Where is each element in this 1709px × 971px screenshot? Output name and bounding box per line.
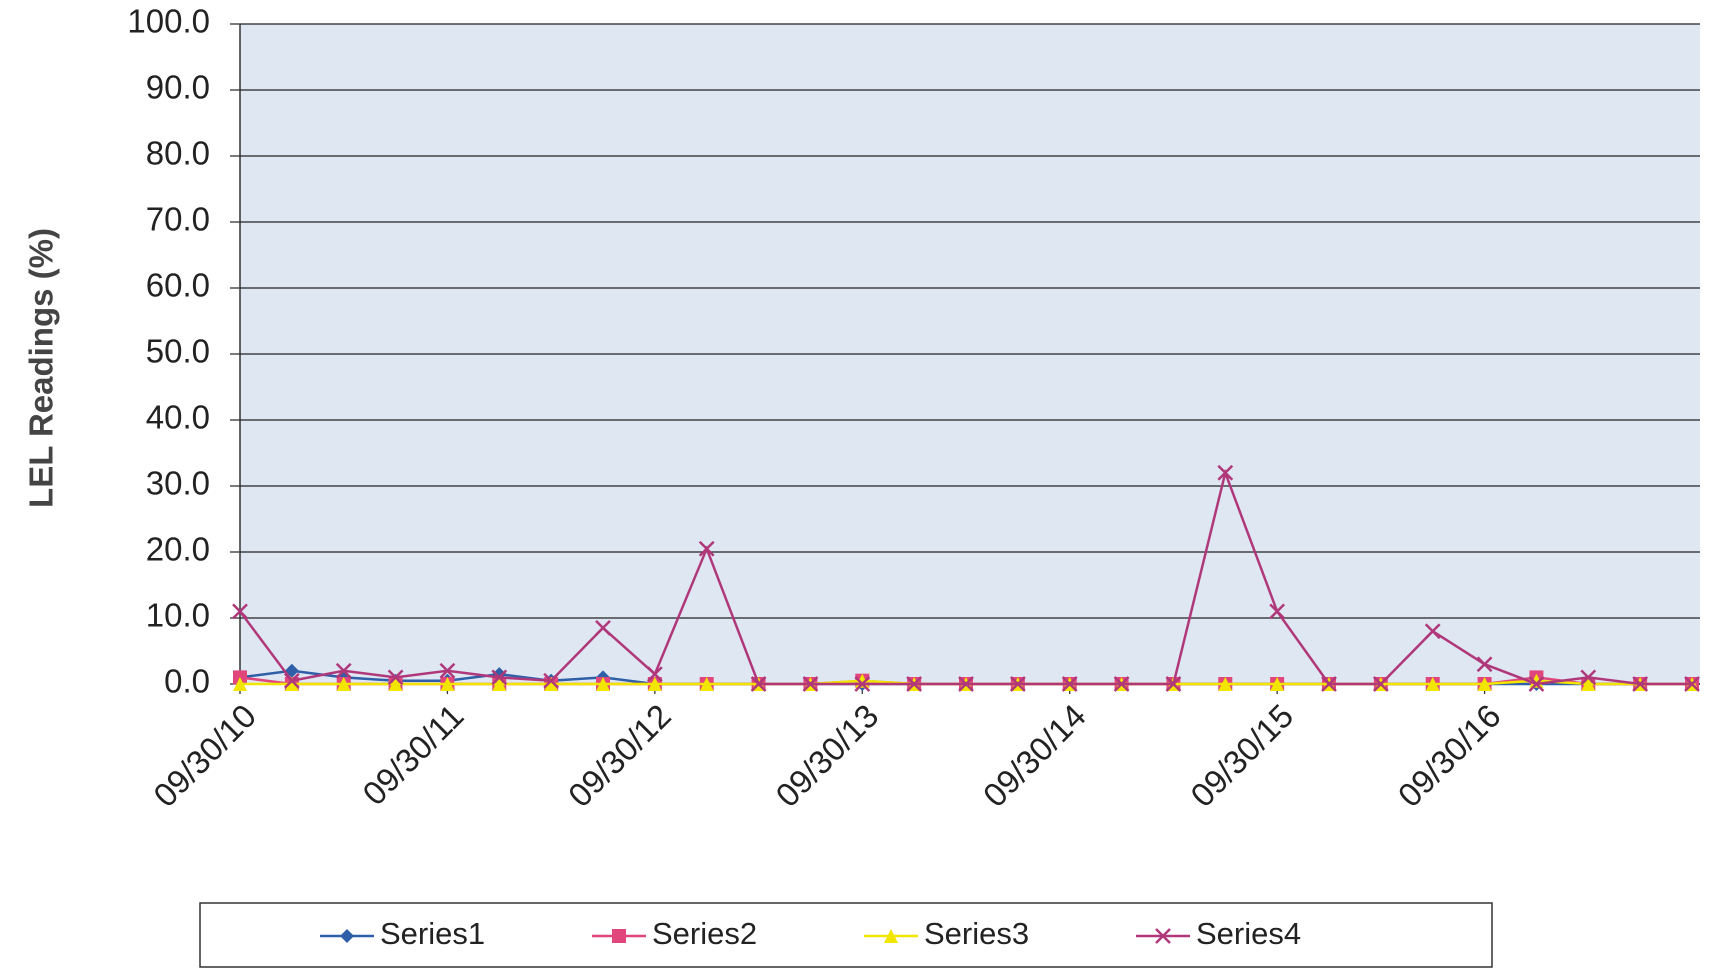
marker bbox=[232, 603, 248, 620]
marker bbox=[699, 677, 714, 691]
legend-marker bbox=[340, 929, 354, 943]
x-tick-label: 09/30/15 bbox=[1183, 697, 1300, 814]
marker bbox=[906, 676, 923, 692]
marker bbox=[1321, 676, 1337, 692]
marker bbox=[1113, 676, 1130, 692]
marker bbox=[1476, 656, 1493, 673]
y-tick-label: 60.0 bbox=[146, 267, 210, 304]
marker bbox=[1581, 677, 1596, 691]
marker bbox=[1061, 676, 1078, 692]
marker bbox=[1269, 603, 1286, 620]
marker bbox=[596, 677, 610, 691]
marker bbox=[854, 676, 871, 692]
x-tick-label: 09/30/12 bbox=[561, 697, 678, 814]
marker bbox=[284, 677, 299, 691]
legend-label: Series4 bbox=[1196, 916, 1301, 951]
legend-box bbox=[199, 902, 1493, 968]
marker bbox=[698, 540, 715, 557]
marker bbox=[283, 672, 300, 689]
marker bbox=[233, 677, 247, 691]
y-tick-label: 20.0 bbox=[146, 531, 210, 568]
y-tick-label: 80.0 bbox=[146, 135, 210, 172]
legend-marker bbox=[884, 929, 898, 943]
marker bbox=[1424, 623, 1441, 640]
marker bbox=[1425, 677, 1440, 691]
marker bbox=[1009, 676, 1026, 692]
marker bbox=[492, 677, 507, 691]
marker bbox=[1580, 669, 1597, 686]
y-tick-label: 50.0 bbox=[146, 333, 210, 370]
x-tick-label: 09/30/16 bbox=[1391, 697, 1508, 814]
y-tick-label: 70.0 bbox=[146, 201, 210, 238]
marker bbox=[544, 677, 559, 691]
x-tick-label: 09/30/11 bbox=[355, 697, 470, 812]
marker bbox=[1165, 676, 1182, 692]
x-tick-label: 09/30/13 bbox=[768, 697, 885, 814]
marker bbox=[802, 676, 819, 692]
marker bbox=[1270, 677, 1285, 691]
x-tick-label: 09/30/14 bbox=[976, 697, 1093, 814]
marker bbox=[1632, 676, 1649, 692]
marker bbox=[1528, 676, 1545, 692]
legend-marker bbox=[612, 929, 626, 943]
marker bbox=[958, 676, 974, 692]
y-tick-label: 0.0 bbox=[164, 663, 210, 700]
marker bbox=[439, 662, 456, 679]
y-tick-label: 10.0 bbox=[146, 597, 210, 634]
legend-label: Series1 bbox=[380, 916, 485, 951]
marker bbox=[647, 677, 662, 691]
marker bbox=[646, 666, 663, 682]
legend-label: Series3 bbox=[924, 916, 1029, 951]
x-tick-label: 09/30/10 bbox=[146, 697, 263, 814]
legend-marker bbox=[1155, 928, 1171, 944]
marker bbox=[1218, 677, 1233, 691]
y-tick-label: 40.0 bbox=[146, 399, 210, 436]
marker bbox=[336, 677, 351, 691]
marker bbox=[1684, 676, 1700, 692]
y-tick-label: 90.0 bbox=[146, 69, 210, 106]
marker bbox=[491, 669, 508, 686]
legend-label: Series2 bbox=[652, 916, 757, 951]
marker bbox=[1477, 677, 1492, 691]
marker bbox=[750, 676, 767, 692]
y-axis-title: LEL Readings (%) bbox=[23, 228, 60, 508]
y-tick-label: 100.0 bbox=[127, 3, 210, 40]
marker bbox=[440, 677, 455, 691]
marker bbox=[1372, 676, 1389, 692]
marker bbox=[1217, 464, 1234, 481]
marker bbox=[595, 620, 611, 636]
marker bbox=[388, 677, 403, 691]
marker bbox=[543, 672, 560, 689]
marker bbox=[335, 662, 352, 679]
marker bbox=[387, 669, 404, 686]
y-tick-label: 30.0 bbox=[146, 465, 210, 502]
